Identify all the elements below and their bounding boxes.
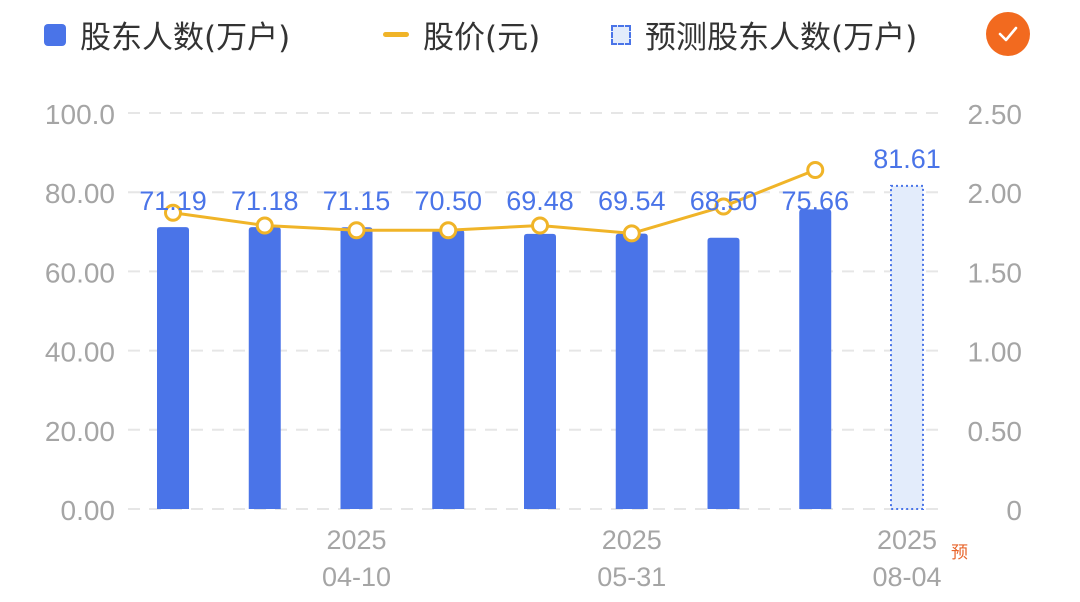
bar	[799, 209, 832, 509]
bar	[707, 237, 740, 510]
price-point	[622, 224, 641, 243]
bar-value-label: 71.19	[139, 186, 207, 216]
right-axis-tick-label: 0.50	[968, 416, 1023, 447]
price-point	[531, 216, 549, 235]
right-axis-tick-label: 2.50	[968, 99, 1023, 130]
legend-line-swatch	[383, 32, 409, 37]
left-axis-tick-label: 80.00	[45, 178, 115, 209]
left-axis-tick-label: 60.00	[45, 257, 115, 288]
bar	[615, 233, 648, 510]
forecast-marker: 预	[951, 543, 968, 563]
legend-item-shareholders[interactable]: 股东人数(万户)	[44, 12, 290, 57]
bar-value-label: 71.15	[323, 186, 391, 216]
left-axis-tick-label: 100.0	[45, 99, 115, 130]
left-axis-tick-label: 0.00	[61, 495, 116, 526]
bar-value-label: 75.66	[781, 186, 849, 216]
left-axis-tick-label: 40.00	[45, 337, 115, 368]
price-point	[164, 203, 182, 222]
bar-value-label: 70.50	[414, 186, 482, 216]
bar	[432, 229, 465, 509]
bar-value-label: 69.54	[598, 186, 666, 216]
forecast-value-label: 81.61	[873, 144, 941, 174]
bar-value-label: 69.48	[506, 186, 574, 216]
x-axis-date-label: 04-10	[322, 562, 391, 592]
x-axis-date-label: 05-31	[597, 562, 666, 592]
right-axis-tick-label: 2.00	[968, 178, 1023, 209]
bar	[524, 233, 556, 510]
legend-bar-swatch	[44, 23, 66, 46]
legend-item-price[interactable]: 股价(元)	[383, 12, 540, 57]
legend-label-shareholders: 股东人数(万户)	[80, 20, 291, 56]
x-axis-year-label: 2025	[602, 525, 662, 555]
x-axis-year-label: 2025	[326, 525, 386, 555]
price-point	[714, 197, 733, 216]
price-point	[347, 221, 366, 240]
chart-legend: 股东人数(万户) 股价(元) 预测股东人数(万户)	[0, 0, 1080, 70]
confirm-button[interactable]	[986, 12, 1030, 56]
legend-forecast-swatch	[611, 24, 631, 45]
bar	[248, 227, 281, 509]
check-icon	[998, 26, 1018, 42]
legend-label-forecast: 预测股东人数(万户)	[645, 20, 918, 56]
right-axis-tick-label: 0	[1006, 495, 1022, 526]
bar	[340, 227, 373, 509]
right-axis-tick-label: 1.00	[968, 337, 1023, 368]
price-point	[255, 216, 274, 235]
bar	[157, 227, 189, 510]
left-axis-tick-label: 20.00	[45, 416, 115, 447]
bar-value-label: 68.50	[690, 186, 758, 216]
legend-item-forecast[interactable]: 预测股东人数(万户)	[611, 12, 917, 57]
right-axis-tick-label: 1.50	[968, 257, 1023, 288]
forecast-bar	[890, 184, 924, 510]
x-axis-year-label: 2025	[877, 525, 937, 555]
bar-value-label: 71.18	[231, 186, 299, 216]
x-axis-date-label: 08-04	[872, 562, 941, 592]
legend-label-price: 股价(元)	[423, 20, 541, 56]
price-line	[172, 168, 816, 235]
price-point	[439, 221, 458, 240]
price-point	[806, 161, 825, 180]
